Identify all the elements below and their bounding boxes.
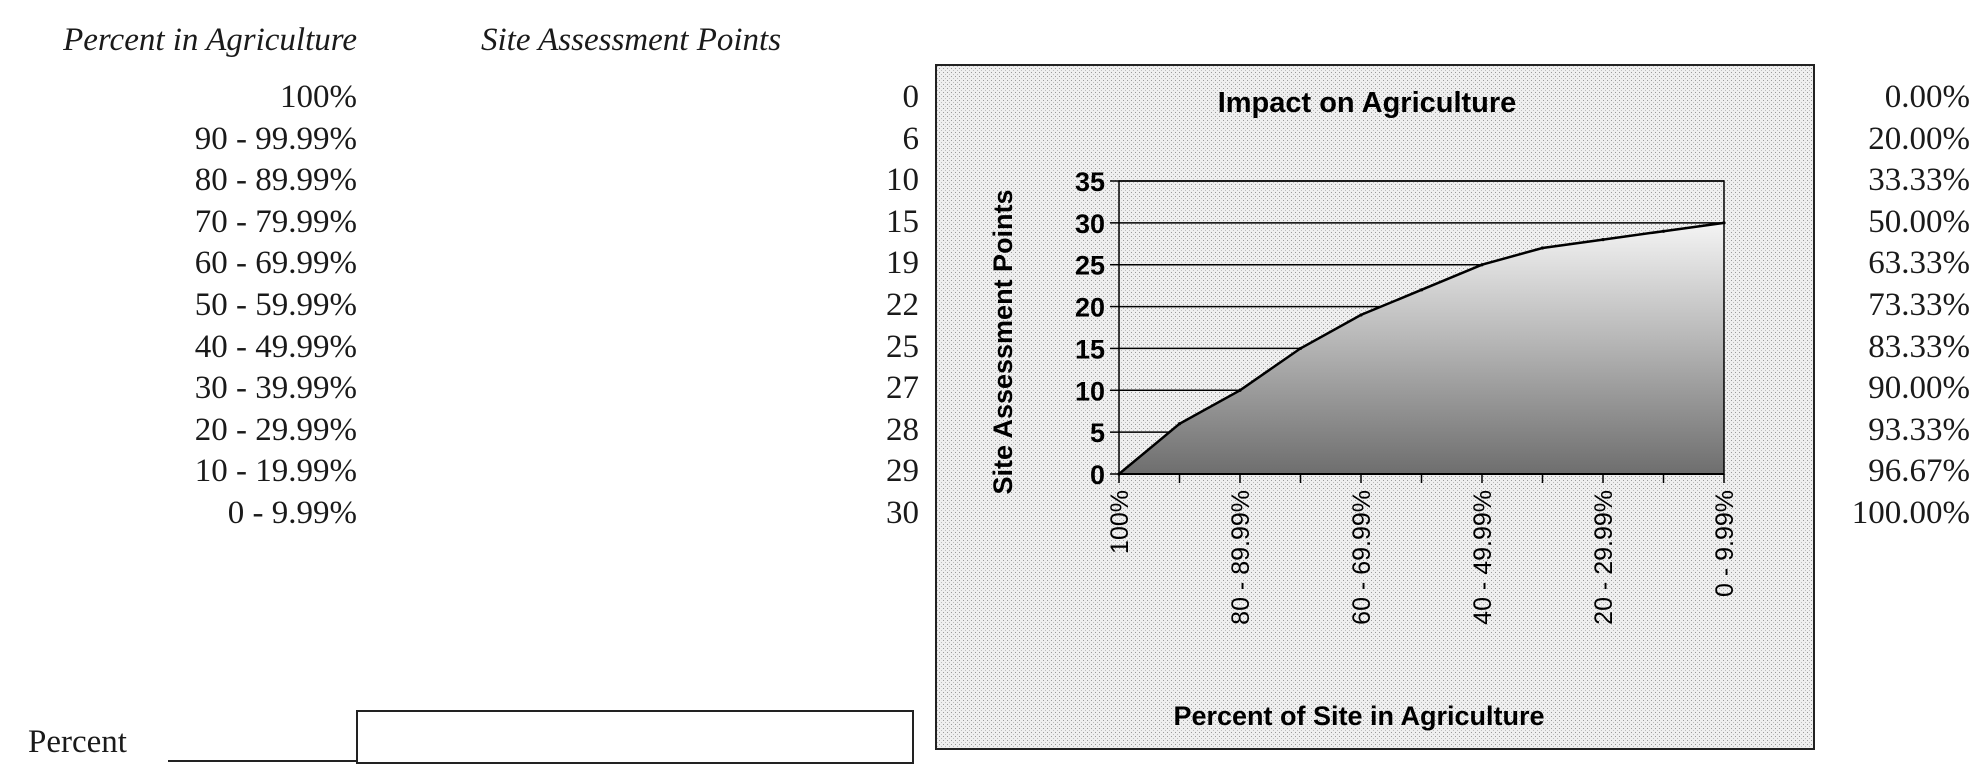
x-tick-label: 100% [1106,490,1134,554]
share-cell: 90.00% [1868,370,1970,407]
range-cell: 10 - 19.99% [194,453,357,490]
header-site-assessment-points: Site Assessment Points [481,22,782,58]
points-cell: 10 [886,162,919,199]
y-tick-label: 20 [1075,293,1105,323]
y-tick-label: 0 [1090,460,1105,490]
share-cell: 50.00% [1868,203,1970,240]
x-axis-title: Percent of Site in Agriculture [1173,701,1544,731]
x-tick-label: 60 - 69.99% [1348,490,1376,625]
y-tick-label: 35 [1075,167,1105,197]
percent-input[interactable] [356,710,914,764]
percent-underline [168,760,357,762]
share-cell: 33.33% [1868,162,1970,199]
data-point [1238,388,1242,392]
range-cell: 0 - 9.99% [227,495,357,531]
points-cell: 30 [886,495,919,531]
points-cell: 27 [886,370,919,407]
points-cell: 19 [886,245,919,282]
points-cell: 6 [902,120,920,157]
range-cell: 100% [280,79,357,115]
data-point [1601,238,1605,242]
chart-title: Impact on Agriculture [1218,87,1517,119]
x-tick-label: 80 - 89.99% [1227,490,1255,625]
range-cell: 80 - 89.99% [194,162,357,199]
header-percent-in-agriculture: Percent in Agriculture [63,22,357,58]
impact-chart-svg: Impact on Agriculture 0 5 10 15 20 25 30 35 100%… [935,64,1815,750]
range-cell: 60 - 69.99% [194,245,357,282]
share-cell: 63.33% [1868,245,1970,282]
x-tick-label: 0 - 9.99% [1711,490,1739,597]
points-cell: 15 [886,203,919,240]
data-point [1359,313,1363,317]
data-point [1177,422,1182,426]
points-cell: 28 [886,411,919,448]
points-cell: 29 [886,453,919,490]
data-point [1419,288,1424,292]
range-cell: 90 - 99.99% [194,120,357,157]
y-tick-label: 25 [1075,251,1105,281]
impact-chart: Impact on Agriculture 0 5 10 15 20 25 30 35 100%… [935,64,1815,750]
data-point [1298,346,1303,351]
y-tick-label: 5 [1090,418,1105,448]
points-cell: 0 [902,79,920,115]
share-cell: 93.33% [1868,411,1970,448]
range-cell: 40 - 49.99% [194,328,357,365]
share-cell: 100.00% [1851,495,1970,531]
range-cell: 70 - 79.99% [194,203,357,240]
range-cell: 30 - 39.99% [194,370,357,407]
y-axis-title: Site Assessment Points [988,189,1018,494]
points-cell: 22 [886,287,919,323]
x-tick-label: 40 - 49.99% [1469,490,1497,625]
data-point [1661,229,1666,233]
share-cell: 83.33% [1868,328,1970,365]
data-point [1480,263,1484,267]
x-tick-label: 20 - 29.99% [1590,490,1618,625]
range-cell: 20 - 29.99% [194,411,357,448]
points-cell: 25 [886,328,919,365]
axes: 0 5 10 15 20 25 30 35 100% 80 - 89.99% 60 - 69.99%… [1075,167,1739,625]
data-area [1119,222,1724,474]
percent-label: Percent [28,724,127,760]
share-cell: 96.67% [1868,453,1970,490]
y-tick-label: 30 [1075,209,1105,239]
y-tick-label: 10 [1075,376,1105,406]
y-tick-label: 15 [1075,334,1105,364]
share-cell: 73.33% [1868,287,1970,323]
share-cell: 0.00% [1884,79,1970,115]
data-point [1540,246,1545,250]
range-cell: 50 - 59.99% [194,287,357,323]
share-cell: 20.00% [1868,120,1970,157]
